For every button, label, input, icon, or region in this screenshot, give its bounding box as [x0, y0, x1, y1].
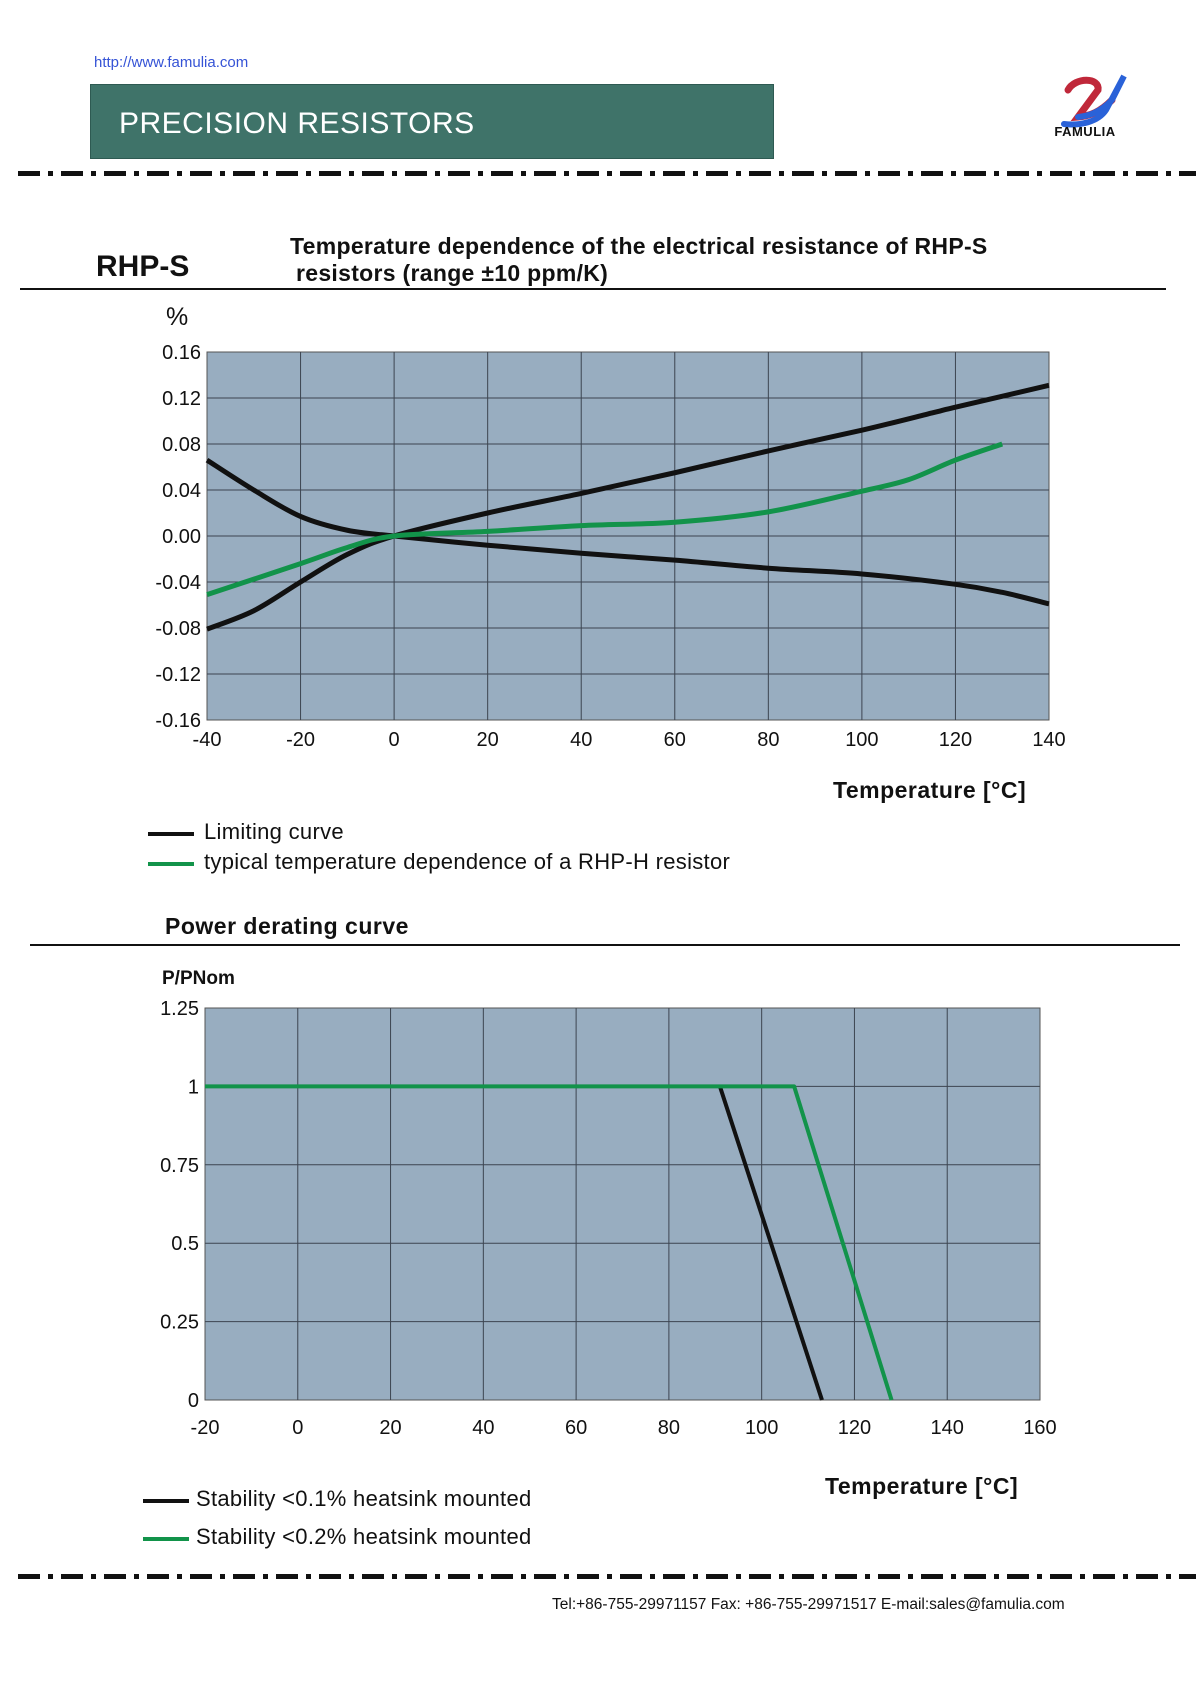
section-rule-2 — [30, 944, 1180, 946]
logo-text: FAMULIA — [1054, 124, 1116, 139]
banner: PRECISION RESISTORS — [90, 84, 774, 159]
chart2-xtick-label: 0 — [292, 1417, 303, 1439]
chart2-series-green-line — [205, 1084, 894, 1401]
chart2-xtick-label: 40 — [472, 1417, 494, 1439]
chart1-xtick-label: 60 — [664, 729, 686, 751]
website-link[interactable]: http://www.famulia.com — [94, 54, 249, 71]
chart1-series-black-line — [205, 457, 1050, 607]
footer-contact: Tel:+86-755-29971157 Fax: +86-755-299715… — [552, 1596, 1065, 1613]
chart1-xtick-label: -40 — [193, 729, 222, 751]
chart1-ytick-label: 0.04 — [162, 480, 201, 502]
chart2-series-black-line — [718, 1085, 824, 1401]
chart2-xtick-label: 120 — [838, 1417, 871, 1439]
chart1-ytick-label: 0.12 — [162, 388, 201, 410]
chart2-xlabel: Temperature [°C] — [825, 1473, 1019, 1499]
chart1-xlabel: Temperature [°C] — [833, 777, 1027, 803]
chart1-ytick-label: -0.04 — [155, 572, 201, 594]
chart2-title: Power derating curve — [165, 913, 409, 939]
chart2-ytick-label: 1.25 — [160, 998, 199, 1020]
legend2-green-swatch — [143, 1537, 189, 1541]
section-rule — [20, 288, 1166, 290]
chart2-ylabel: P/PNom — [162, 968, 235, 989]
chart1-xtick-label: 100 — [845, 729, 878, 751]
chart1-xtick-label: 20 — [477, 729, 499, 751]
legend1-black-label: Limiting curve — [204, 819, 344, 844]
legend1-green-label: typical temperature dependence of a RHP-… — [204, 849, 731, 874]
chart2-ytick-label: 0 — [188, 1390, 199, 1412]
chart1-title: Temperature dependence of the electrical… — [290, 233, 988, 287]
chart1-ytick-label: -0.16 — [155, 710, 201, 732]
chart2-ytick-label: 0.5 — [171, 1233, 199, 1255]
chart1-series-green-line — [206, 441, 1004, 598]
chart2-xtick-label: 140 — [931, 1417, 964, 1439]
dashed-divider-bottom — [18, 1574, 1196, 1579]
chart1-ylabel: % — [166, 303, 189, 331]
chart1-ytick-label: -0.12 — [155, 664, 201, 686]
chart1-xtick-label: 120 — [939, 729, 972, 751]
legend2-black-label: Stability <0.1% heatsink mounted — [196, 1486, 532, 1511]
chart1-xtick-label: 140 — [1032, 729, 1065, 751]
chart1-title-line2: resistors (range ±10 ppm/K) — [296, 260, 609, 286]
chart1-ytick-label: 0.08 — [162, 434, 201, 456]
chart2-ytick-label: 0.25 — [160, 1312, 199, 1334]
legend2-black-swatch — [143, 1499, 189, 1503]
chart2-xtick-label: -20 — [191, 1417, 220, 1439]
chart2-xtick-label: 20 — [379, 1417, 401, 1439]
legend1-black-swatch — [148, 832, 194, 836]
chart2-xtick-label: 60 — [565, 1417, 587, 1439]
product-name: RHP-S — [96, 250, 190, 283]
chart1-series-black-line — [206, 382, 1050, 632]
chart2-ytick-label: 0.75 — [160, 1155, 199, 1177]
famulia-logo-icon — [1061, 74, 1127, 128]
legend1-green-swatch — [148, 862, 194, 866]
chart2-xtick-label: 160 — [1023, 1417, 1056, 1439]
chart2-ytick-label: 1 — [188, 1076, 199, 1098]
legend2-green-label: Stability <0.2% heatsink mounted — [196, 1524, 532, 1549]
dashed-divider — [18, 171, 1196, 176]
chart2-xtick-label: 80 — [658, 1417, 680, 1439]
chart1-title-line1: Temperature dependence of the electrical… — [290, 233, 988, 259]
chart1-ytick-label: 0.16 — [162, 342, 201, 364]
banner-title: PRECISION RESISTORS — [119, 107, 475, 140]
chart1-xtick-label: -20 — [286, 729, 315, 751]
chart1-xtick-label: 80 — [757, 729, 779, 751]
chart1-ytick-label: 0.00 — [162, 526, 201, 548]
chart1-xtick-label: 0 — [389, 729, 400, 751]
chart1-xtick-label: 40 — [570, 729, 592, 751]
chart2-xtick-label: 100 — [745, 1417, 778, 1439]
chart1-ytick-label: -0.08 — [155, 618, 201, 640]
chart2-plot-area — [204, 1007, 1041, 1401]
